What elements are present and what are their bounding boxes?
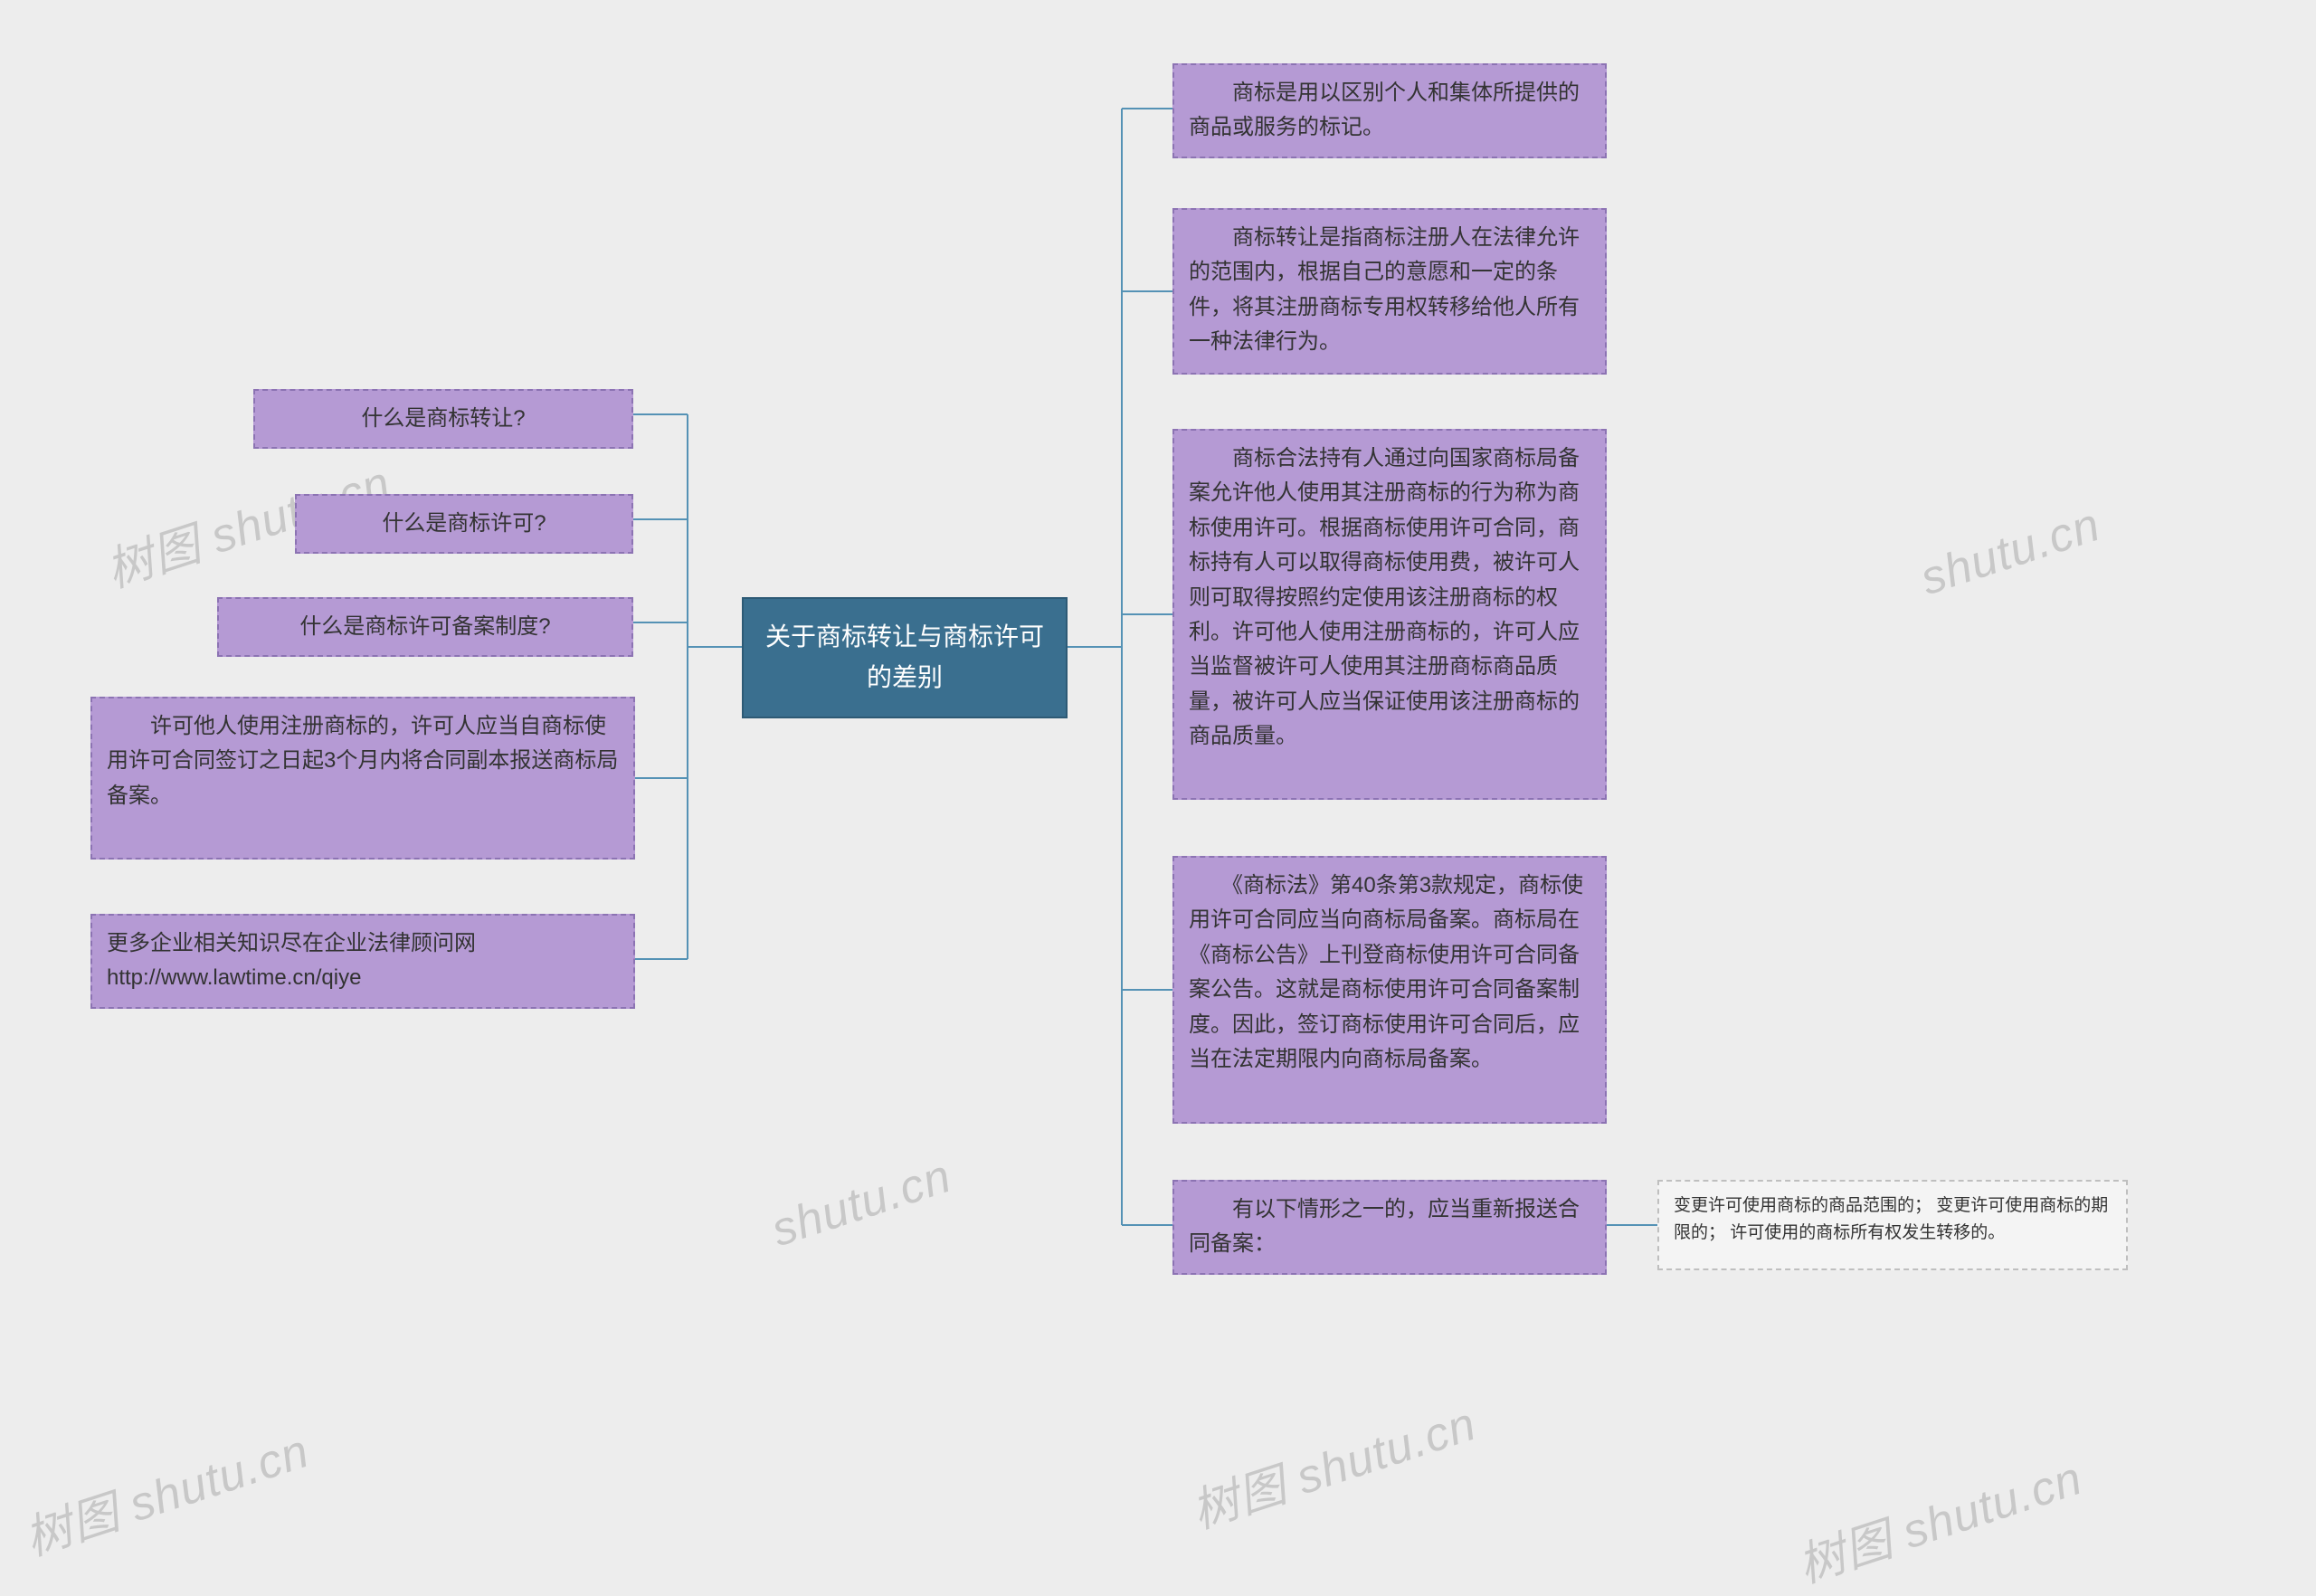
left-node-2: 什么是商标许可? bbox=[295, 494, 633, 554]
node-text: 许可他人使用注册商标的，许可人应当自商标使用许可合同签订之日起3个月内将合同副本… bbox=[107, 714, 618, 808]
watermark: shutu.cn bbox=[1914, 498, 2107, 606]
gray-subnode: 变更许可使用商标的商品范围的； 变更许可使用商标的期限的； 许可使用的商标所有权… bbox=[1657, 1180, 2128, 1270]
left-node-4: 许可他人使用注册商标的，许可人应当自商标使用许可合同签订之日起3个月内将合同副本… bbox=[90, 697, 635, 860]
node-text: 《商标法》第40条第3款规定，商标使用许可合同应当向商标局备案。商标局在《商标公… bbox=[1189, 873, 1583, 1071]
node-text: 什么是商标转让? bbox=[361, 406, 525, 431]
center-node: 关于商标转让与商标许可的差别 bbox=[742, 597, 1068, 718]
watermark: 树图 shutu.cn bbox=[1788, 1439, 2089, 1595]
center-node-text: 关于商标转让与商标许可的差别 bbox=[765, 622, 1044, 691]
watermark: 树图 shutu.cn bbox=[14, 1412, 316, 1568]
node-text: 商标是用以区别个人和集体所提供的商品或服务的标记。 bbox=[1189, 81, 1580, 139]
right-node-1: 商标是用以区别个人和集体所提供的商品或服务的标记。 bbox=[1172, 63, 1607, 158]
watermark: shutu.cn bbox=[765, 1149, 958, 1258]
node-text: 什么是商标许可备案制度? bbox=[299, 614, 550, 639]
node-text: 更多企业相关知识尽在企业法律顾问网http://www.lawtime.cn/q… bbox=[107, 931, 476, 990]
left-node-1: 什么是商标转让? bbox=[253, 389, 633, 449]
node-text: 变更许可使用商标的商品范围的； 变更许可使用商标的期限的； 许可使用的商标所有权… bbox=[1674, 1196, 2108, 1242]
node-text: 商标合法持有人通过向国家商标局备案允许他人使用其注册商标的行为称为商标使用许可。… bbox=[1189, 446, 1580, 748]
left-node-3: 什么是商标许可备案制度? bbox=[217, 597, 633, 657]
right-node-2: 商标转让是指商标注册人在法律允许的范围内，根据自己的意愿和一定的条件，将其注册商… bbox=[1172, 208, 1607, 375]
node-text: 什么是商标许可? bbox=[382, 511, 546, 536]
right-node-5: 有以下情形之一的，应当重新报送合同备案： bbox=[1172, 1180, 1607, 1275]
node-text: 有以下情形之一的，应当重新报送合同备案： bbox=[1189, 1197, 1580, 1256]
left-node-5: 更多企业相关知识尽在企业法律顾问网http://www.lawtime.cn/q… bbox=[90, 914, 635, 1009]
right-node-4: 《商标法》第40条第3款规定，商标使用许可合同应当向商标局备案。商标局在《商标公… bbox=[1172, 856, 1607, 1124]
node-text: 商标转让是指商标注册人在法律允许的范围内，根据自己的意愿和一定的条件，将其注册商… bbox=[1189, 225, 1580, 354]
watermark: 树图 shutu.cn bbox=[1182, 1385, 1483, 1541]
right-node-3: 商标合法持有人通过向国家商标局备案允许他人使用其注册商标的行为称为商标使用许可。… bbox=[1172, 429, 1607, 800]
